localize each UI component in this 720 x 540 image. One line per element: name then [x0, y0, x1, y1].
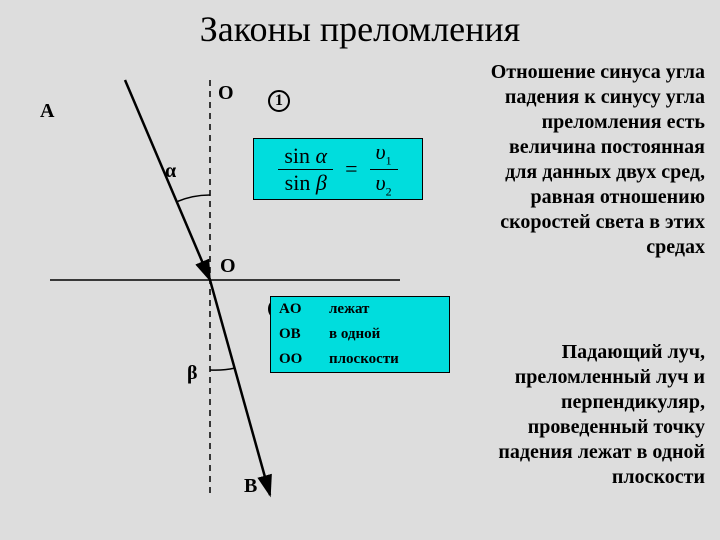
formula-box: sin α sin β = υ1 υ2 [253, 138, 423, 200]
refraction-diagram: А O О В α β 1 2 [20, 60, 420, 500]
row3-c1: OO [279, 351, 329, 368]
row3-c2: плоскости [329, 351, 441, 368]
beta-sym: β [316, 170, 327, 195]
beta-arc [210, 368, 235, 370]
row2-c1: OB [279, 326, 329, 343]
page-title: Законы преломления [0, 8, 720, 50]
v2: υ [376, 170, 386, 195]
sin-top: sin [284, 143, 310, 168]
medium-1-marker: 1 [268, 90, 290, 112]
alpha-arc [176, 195, 210, 202]
v1: υ [376, 139, 386, 164]
label-O-origin: О [220, 255, 236, 278]
sin-bot: sin [285, 170, 311, 195]
plane-row: OO плоскости [271, 347, 449, 372]
row1-c1: AO [279, 301, 329, 318]
label-A: А [40, 100, 54, 123]
refracted-ray [210, 280, 270, 495]
law-statement-2: Падающий луч, преломленный луч и перпенд… [465, 340, 705, 490]
law-statement-1: Отношение синуса угла падения к синусу у… [475, 60, 705, 260]
coplanar-box: AO лежат OB в одной OO плоскости [270, 296, 450, 373]
label-alpha: α [165, 160, 176, 183]
sub1: 1 [386, 154, 392, 168]
alpha-sym: α [316, 143, 328, 168]
row1-c2: лежат [329, 301, 441, 318]
row2-c2: в одной [329, 326, 441, 343]
plane-row: OB в одной [271, 322, 449, 347]
diagram-svg [20, 60, 420, 500]
plane-row: AO лежат [271, 297, 449, 322]
equals: = [345, 156, 357, 182]
sub2: 2 [386, 184, 392, 198]
label-O-top: O [218, 82, 234, 105]
label-B: В [244, 475, 257, 498]
label-beta: β [187, 362, 198, 385]
